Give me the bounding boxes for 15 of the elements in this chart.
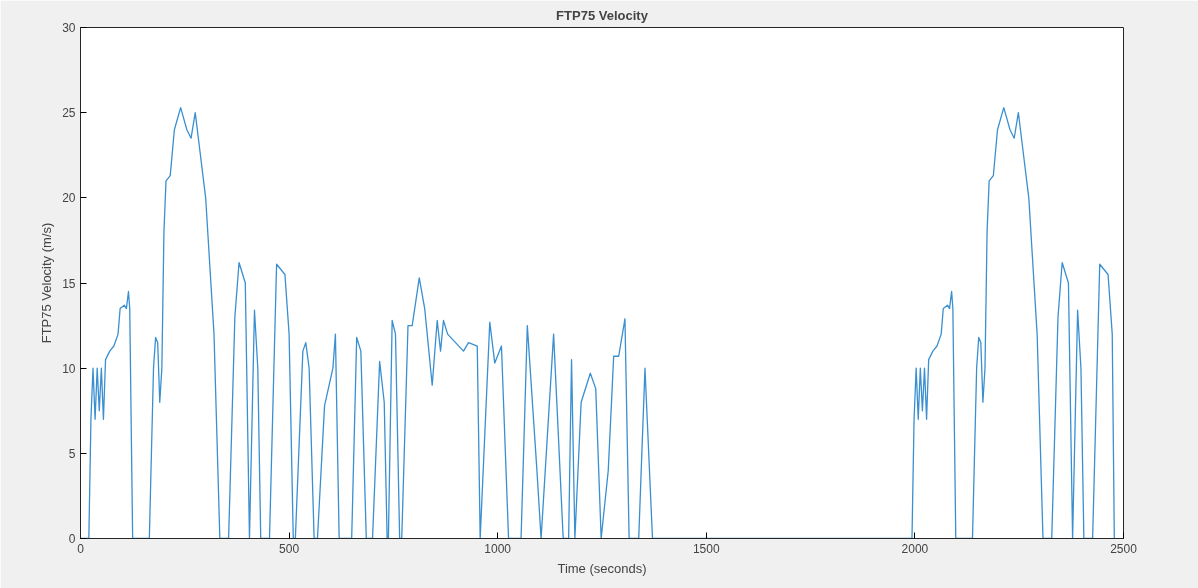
y-tick-label: 20 [62, 191, 76, 206]
y-tick-label: 25 [62, 106, 76, 121]
x-tick-label: 2000 [901, 541, 929, 556]
y-tick-label: 0 [68, 532, 76, 546]
y-tick-label: 10 [62, 361, 76, 376]
x-tick-label: 500 [279, 541, 300, 556]
x-tick-label: 1500 [692, 541, 720, 556]
y-tick-label: 5 [68, 446, 76, 461]
x-tick-label: 1000 [484, 541, 512, 556]
y-axis-title: FTP75 Velocity (m/s) [39, 222, 55, 344]
x-axis-title: Time (seconds) [557, 560, 647, 576]
y-tick-label: 15 [62, 276, 76, 291]
y-tick-label: 30 [62, 21, 76, 35]
chart-title: FTP75 Velocity [556, 7, 649, 23]
x-tick-label: 2500 [1110, 541, 1138, 556]
